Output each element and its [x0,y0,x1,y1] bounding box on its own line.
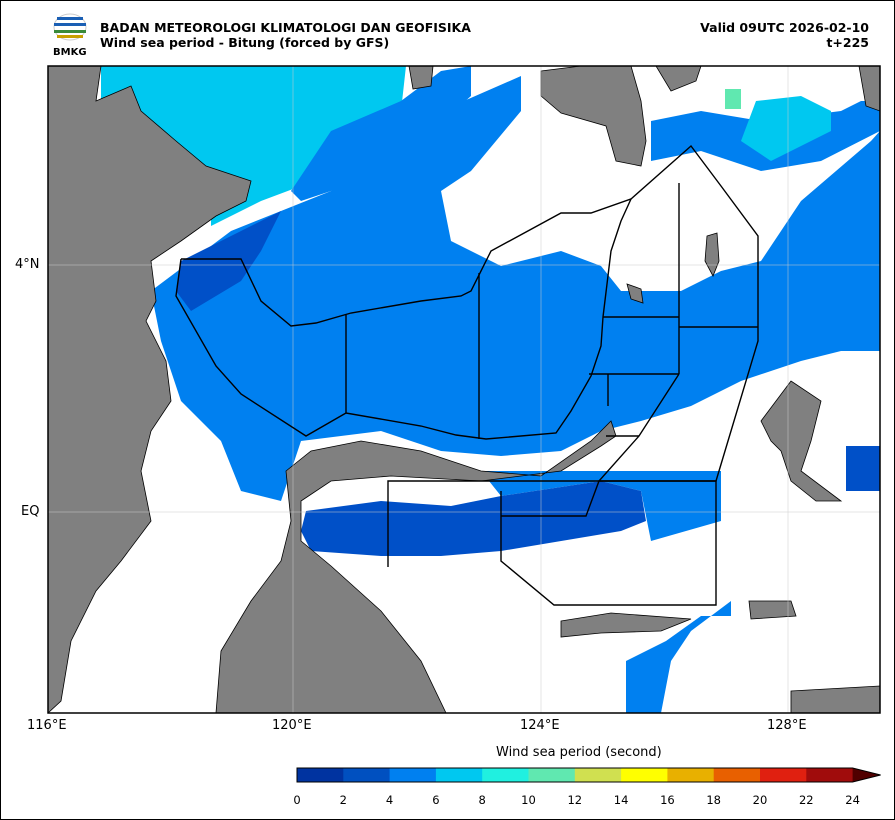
period-6-8-area-ne [741,96,831,161]
mindanao-east [655,66,702,92]
sulawesi [215,420,617,713]
borneo [48,66,252,713]
lon-label-124: 124°E [520,718,560,733]
colorbar-tick-label: 4 [385,793,394,807]
period-4-6-area-se [626,601,731,713]
seram-coast [790,685,880,713]
colorbar-tick-label: 24 [845,793,860,807]
valid-time: Valid 09UTC 2026-02-10 [700,20,869,35]
period-2-4-area-north [176,211,281,311]
forecast-region-outlines [175,144,759,606]
lat-label-4n: 4°N [15,257,40,272]
colorbar-bin-7 [621,768,668,782]
lon-label-116: 116°E [27,718,67,733]
halmahera [760,380,843,502]
ne-corner-land [858,66,880,112]
colorbar-tick-label: 20 [752,793,768,807]
bmkg-logo [53,13,87,41]
colorbar-tick-label: 18 [706,793,722,807]
colorbar-tick-label: 8 [478,793,486,807]
lead-time: t+225 [826,35,869,50]
colorbar-tick-label: 6 [432,793,440,807]
colorbar-tick-label: 10 [521,793,536,807]
colorbar-bin-2 [389,768,437,782]
colorbar-extend-arrow [852,768,881,782]
map-border [47,65,881,714]
colorbar-bin-0 [297,768,344,782]
period-4-6-area [151,76,880,501]
period-2-4-area-south [301,481,646,556]
colorbar-tick-label: 2 [339,793,347,807]
period-2-4-area-east [846,446,880,491]
agency-name: BADAN METEOROLOGI KLIMATOLOGI DAN GEOFIS… [100,20,471,35]
colorbar-tick-label: 22 [798,793,814,807]
colorbar-tick-label: 14 [613,793,629,807]
colorbar-label: Wind sea period (second) [496,745,662,760]
palawan-islet [408,66,434,90]
colorbar-bin-6 [574,768,622,782]
colorbar-tick-label: 12 [567,793,583,807]
period-6-8-area [101,66,406,226]
colorbar-bin-9 [713,768,761,782]
talaud-islet [626,283,644,304]
colorbar-tick-label: 0 [293,793,301,807]
lon-label-120: 120°E [272,718,312,733]
period-4-6-area-north [291,66,471,201]
colorbar-bin-3 [435,768,483,782]
sula-islands [560,612,692,638]
lat-label-eq: EQ [21,504,40,519]
colorbar-bin-1 [343,768,391,782]
chart-title: Wind sea period - Bitung (forced by GFS) [100,35,390,50]
colorbar-bin-5 [528,768,576,782]
lon-label-128: 128°E [767,718,807,733]
colorbar-bin-8 [667,768,715,782]
grid [48,66,880,713]
colorbar-tick-label: 16 [660,793,675,807]
logo-text: BMKG [53,47,87,58]
colorbar-bin-4 [482,768,529,782]
mindanao [540,66,647,167]
colorbar-bin-11 [806,768,854,782]
obi-island [748,600,797,620]
colorbar-bin-10 [760,768,807,782]
colorbar [296,767,881,783]
period-8-10-patch [725,89,741,109]
